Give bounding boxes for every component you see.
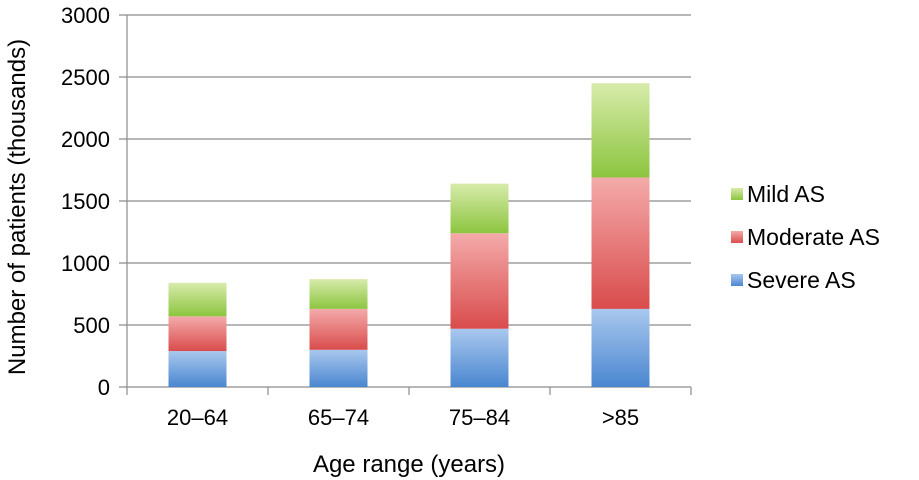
y-tick-label: 2000 bbox=[61, 127, 110, 152]
bar-severe-as bbox=[450, 328, 509, 387]
x-tick-label: 20–64 bbox=[167, 405, 228, 430]
y-tick-label: 0 bbox=[98, 375, 110, 400]
bar-moderate-as bbox=[591, 177, 650, 309]
bar-severe-as bbox=[168, 351, 227, 387]
y-tick-label: 1000 bbox=[61, 251, 110, 276]
x-tick-label: 75–84 bbox=[449, 405, 510, 430]
legend-label: Severe AS bbox=[747, 267, 856, 293]
legend-swatch bbox=[731, 274, 743, 286]
legend-label: Moderate AS bbox=[747, 224, 880, 250]
y-tick-label: 500 bbox=[73, 313, 110, 338]
y-tick-label: 2500 bbox=[61, 65, 110, 90]
x-axis-ticks: 20–64 65–74 75–84 >85 bbox=[167, 405, 639, 430]
x-axis-title: Age range (years) bbox=[313, 451, 505, 478]
bar-moderate-as bbox=[309, 308, 368, 350]
bar-severe-as bbox=[591, 308, 650, 387]
bars bbox=[168, 83, 650, 387]
bar-moderate-as bbox=[168, 316, 227, 352]
bar-mild-as bbox=[591, 83, 650, 178]
bar-mild-as bbox=[168, 282, 227, 317]
legend: Mild AS Moderate AS Severe AS bbox=[731, 181, 880, 293]
bar-mild-as bbox=[450, 183, 509, 234]
legend-swatch bbox=[731, 188, 743, 200]
x-tick-label: >85 bbox=[602, 405, 639, 430]
bar-mild-as bbox=[309, 279, 368, 309]
bar-severe-as bbox=[309, 349, 368, 387]
y-axis-title: Number of patients (thousands) bbox=[4, 39, 31, 375]
y-axis-ticks: 0 500 1000 1500 2000 2500 3000 bbox=[61, 3, 110, 400]
x-tick-label: 65–74 bbox=[308, 405, 369, 430]
y-tick-label: 1500 bbox=[61, 189, 110, 214]
bar-moderate-as bbox=[450, 233, 509, 329]
legend-swatch bbox=[731, 231, 743, 243]
y-tick-label: 3000 bbox=[61, 3, 110, 28]
legend-label: Mild AS bbox=[747, 181, 825, 207]
